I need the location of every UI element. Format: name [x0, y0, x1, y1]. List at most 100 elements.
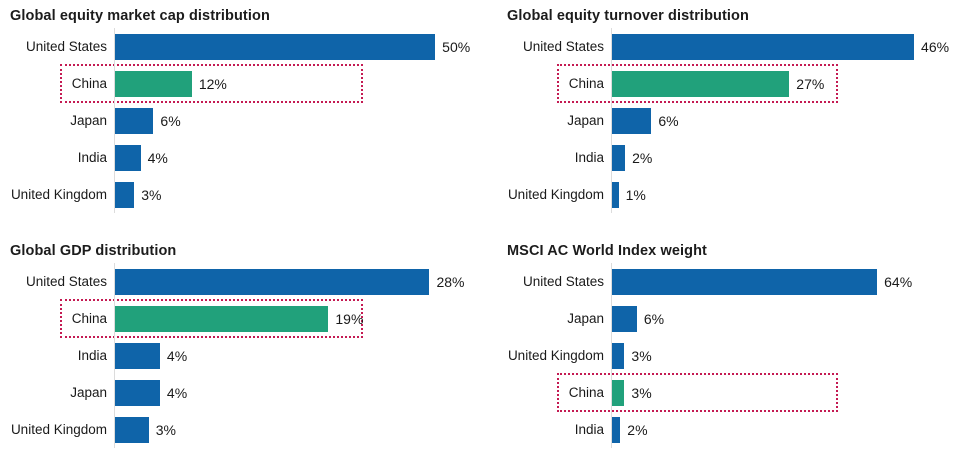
- value-bar: [612, 181, 619, 208]
- value-bar: [612, 305, 637, 332]
- plot-area: 28%: [114, 263, 480, 300]
- country-label: China: [71, 76, 107, 91]
- chart-rows: United States 50% China 12% Japan 6% India 4% Un…: [10, 28, 480, 213]
- country-label: India: [77, 150, 107, 165]
- country-label: Japan: [567, 311, 604, 326]
- bar-row: Japan 6%: [507, 102, 960, 139]
- value-bar: [612, 144, 626, 171]
- chart-rows: United States 28% China 19% India 4% Japan 4% Un…: [10, 263, 480, 448]
- value-bar: [115, 379, 160, 406]
- china-bar: [612, 70, 790, 97]
- chart-title: Global equity turnover distribution: [507, 8, 749, 24]
- value-label: 4%: [166, 384, 188, 401]
- value-label: 3%: [141, 186, 162, 203]
- value-label: 46%: [921, 38, 950, 55]
- value-label: 6%: [658, 112, 679, 129]
- chart-equity-turnover: Global equity turnover distribution Unit…: [480, 0, 960, 229]
- bar-row: India 2%: [507, 139, 960, 176]
- chart-rows: United States 64% Japan 6% United Kingdom 3% C…: [507, 263, 960, 448]
- country-label: Japan: [70, 385, 107, 400]
- chart-equity-market-cap: Global equity market cap distribution Un…: [0, 0, 480, 229]
- value-bar: [612, 107, 652, 134]
- value-bar: [115, 268, 430, 295]
- value-bar: [115, 342, 160, 369]
- value-label: 28%: [436, 273, 465, 290]
- plot-area: 1%: [611, 176, 960, 213]
- bar-row: India 4%: [10, 139, 480, 176]
- plot-area: 46%: [611, 28, 960, 65]
- value-label: 6%: [643, 310, 665, 327]
- chart-title: MSCI AC World Index weight: [507, 243, 707, 259]
- bar-row: Japan 6%: [507, 300, 960, 337]
- plot-area: 6%: [611, 102, 960, 139]
- value-bar: [612, 342, 625, 369]
- china-bar: [115, 70, 192, 97]
- plot-area: 4%: [114, 374, 480, 411]
- plot-area: 12%: [114, 65, 480, 102]
- country-label: United Kingdom: [507, 187, 604, 202]
- bar-row: United States 64%: [507, 263, 960, 300]
- country-label: China: [71, 311, 107, 326]
- value-label: 3%: [631, 384, 652, 401]
- country-label: United Kingdom: [507, 348, 604, 363]
- plot-area: 2%: [611, 139, 960, 176]
- bar-row: India 2%: [507, 411, 960, 448]
- bar-row: Japan 4%: [10, 374, 480, 411]
- chart-title: Global equity market cap distribution: [10, 8, 270, 24]
- bar-row: United Kingdom 3%: [10, 411, 480, 448]
- plot-area: 4%: [114, 337, 480, 374]
- bar-row: Japan 6%: [10, 102, 480, 139]
- plot-area: 2%: [611, 411, 960, 448]
- country-label: Japan: [567, 113, 604, 128]
- chart-gdp: Global GDP distribution United States 28%…: [0, 229, 480, 459]
- plot-area: 3%: [611, 374, 960, 411]
- value-label: 2%: [632, 149, 653, 166]
- country-label: United States: [522, 274, 604, 289]
- bar-row: United States 46%: [507, 28, 960, 65]
- value-label: 1%: [625, 186, 646, 203]
- value-label: 2%: [627, 421, 648, 438]
- country-label: China: [568, 76, 604, 91]
- value-bar: [115, 33, 436, 60]
- country-label: United Kingdom: [10, 422, 107, 437]
- country-label: China: [568, 385, 604, 400]
- plot-area: 3%: [114, 411, 480, 448]
- bar-row: United Kingdom 3%: [10, 176, 480, 213]
- value-label: 3%: [631, 347, 652, 364]
- plot-area: 4%: [114, 139, 480, 176]
- chart-msci-weight: MSCI AC World Index weight United States…: [480, 229, 960, 459]
- plot-area: 50%: [114, 28, 480, 65]
- value-bar: [612, 268, 878, 295]
- value-label: 12%: [198, 75, 227, 92]
- china-bar: [115, 305, 329, 332]
- plot-area: 3%: [114, 176, 480, 213]
- bar-row: United States 50%: [10, 28, 480, 65]
- plot-area: 19%: [114, 300, 480, 337]
- value-bar: [115, 144, 141, 171]
- country-label: India: [574, 422, 604, 437]
- value-bar: [612, 33, 915, 60]
- country-label: United States: [25, 274, 107, 289]
- plot-area: 64%: [611, 263, 960, 300]
- bar-row: China 27%: [507, 64, 960, 103]
- plot-area: 3%: [611, 337, 960, 374]
- value-bar: [115, 107, 154, 134]
- bar-row: China 3%: [507, 373, 960, 412]
- value-bar: [115, 416, 149, 443]
- plot-area: 6%: [114, 102, 480, 139]
- plot-area: 6%: [611, 300, 960, 337]
- value-label: 6%: [160, 112, 181, 129]
- chart-rows: United States 46% China 27% Japan 6% India 2% Un…: [507, 28, 960, 213]
- country-label: India: [574, 150, 604, 165]
- value-label: 50%: [442, 38, 471, 55]
- value-label: 64%: [884, 273, 913, 290]
- china-bar: [612, 379, 625, 406]
- value-bar: [612, 416, 621, 443]
- value-label: 4%: [147, 149, 168, 166]
- bar-row: United States 28%: [10, 263, 480, 300]
- value-label: 3%: [155, 421, 176, 438]
- country-label: United States: [25, 39, 107, 54]
- plot-area: 27%: [611, 65, 960, 102]
- country-label: India: [77, 348, 107, 363]
- country-label: United Kingdom: [10, 187, 107, 202]
